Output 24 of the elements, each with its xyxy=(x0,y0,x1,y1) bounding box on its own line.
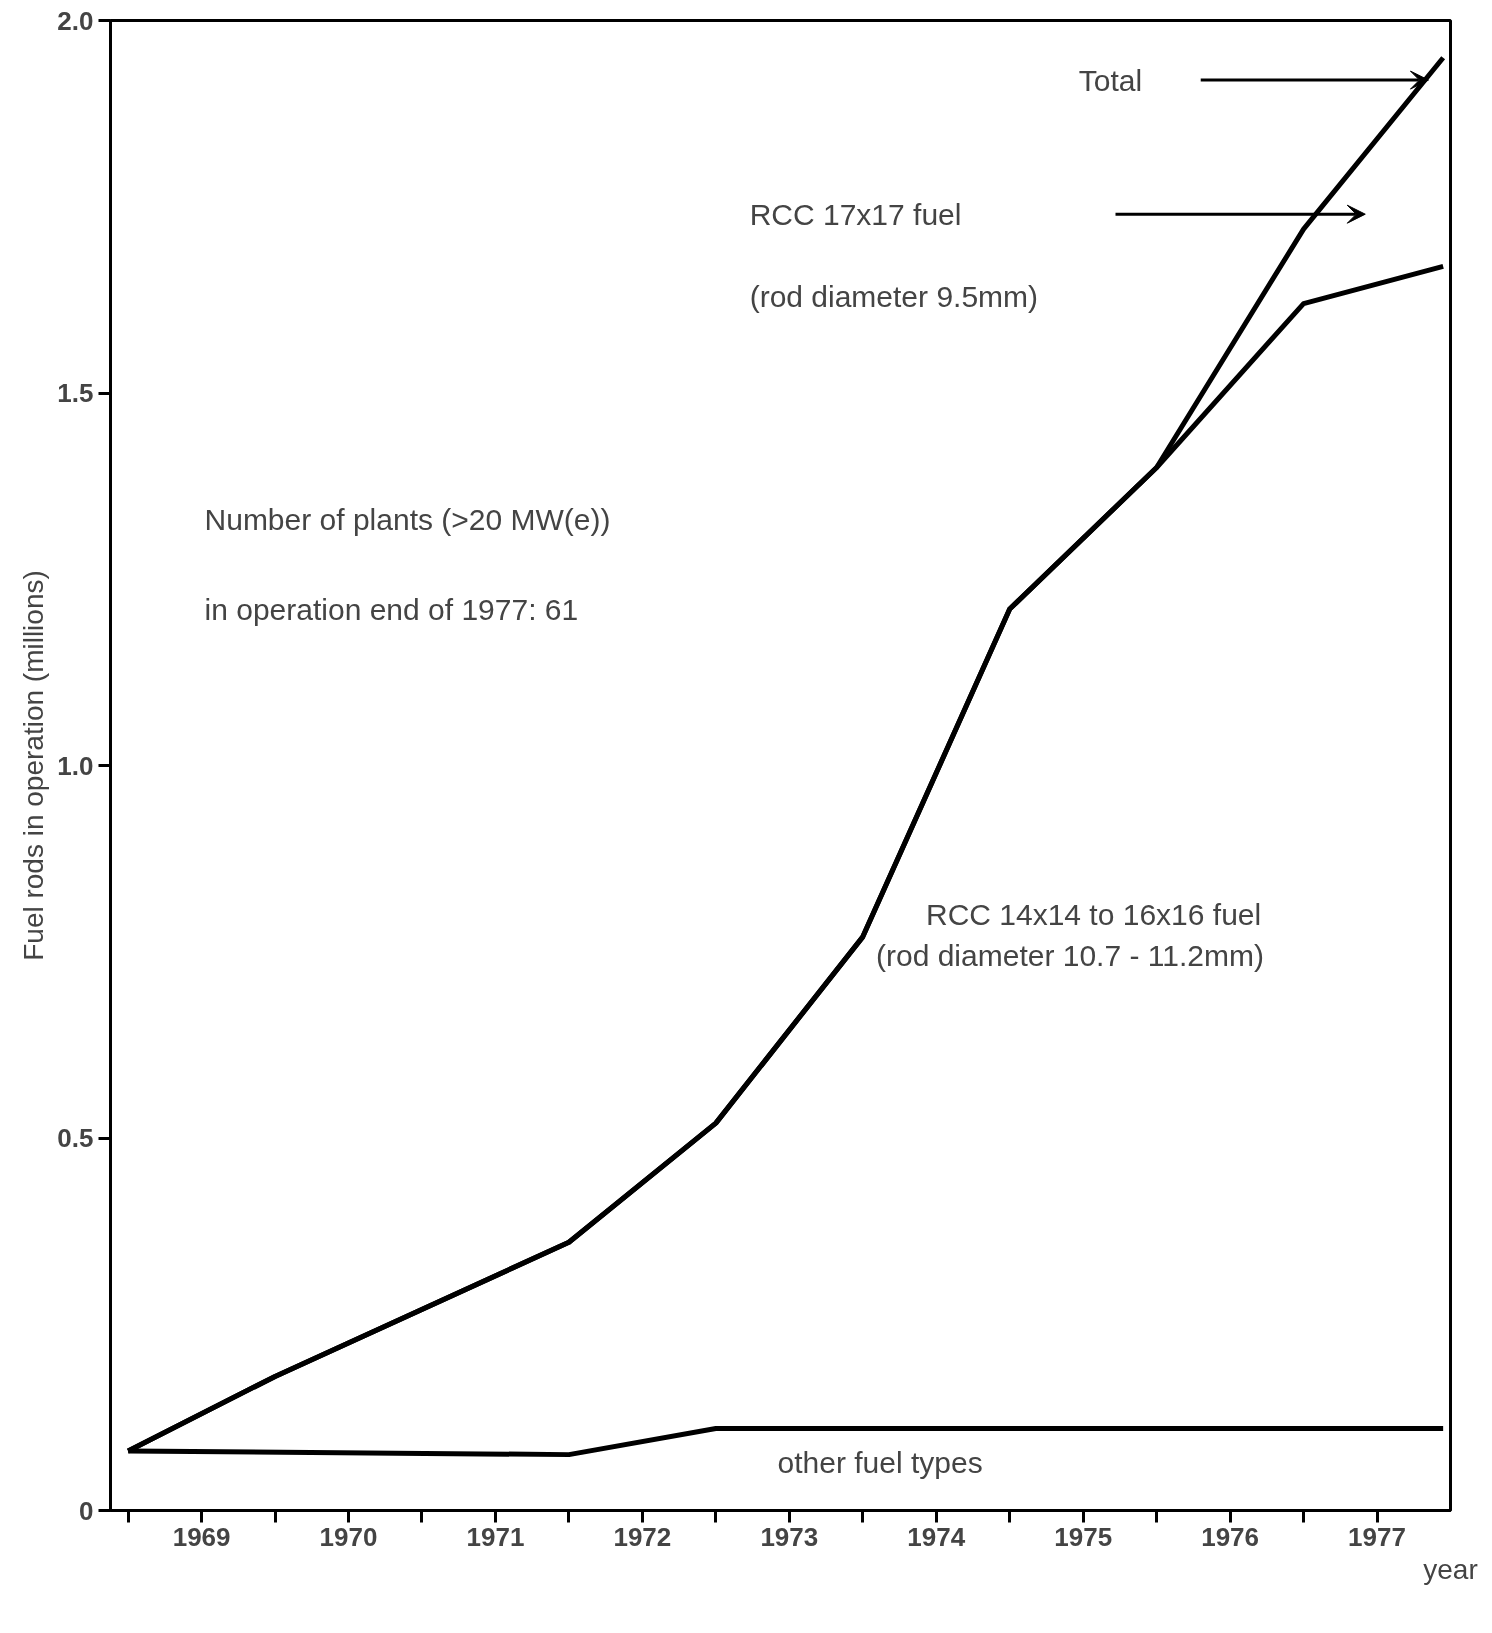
annotation: (rod diameter 10.7 - 11.2mm) xyxy=(876,938,1264,972)
x-tick-label: 1972 xyxy=(613,1521,672,1552)
x-tick-label: 1975 xyxy=(1054,1521,1113,1552)
annotation: in operation end of 1977: 61 xyxy=(204,592,579,626)
annotation: RCC 17x17 fuel xyxy=(749,197,962,231)
x-tick-label: 1977 xyxy=(1348,1521,1406,1552)
annotation: RCC 14x14 to 16x16 fuel xyxy=(925,898,1262,931)
x-tick-label: 1974 xyxy=(907,1521,966,1552)
annotation: (rod diameter 9.5mm) xyxy=(749,279,1039,313)
y-tick-label: 0.5 xyxy=(57,1123,94,1153)
y-tick-label: 0 xyxy=(79,1495,94,1526)
x-tick-label: 1971 xyxy=(466,1521,525,1552)
y-axis-title: Fuel rods in operation (millions) xyxy=(18,570,50,961)
annotation: other fuel types xyxy=(777,1445,983,1479)
x-tick-label: 1970 xyxy=(319,1521,378,1552)
x-axis-title: year xyxy=(1423,1553,1478,1585)
annotation: Number of plants (>20 MW(e)) xyxy=(204,503,611,537)
annotation: Total xyxy=(1078,63,1143,97)
x-tick-label: 1973 xyxy=(760,1521,819,1552)
x-tick-label: 1969 xyxy=(172,1521,231,1552)
y-tick-label: 1.0 xyxy=(57,750,94,781)
x-tick-label: 1976 xyxy=(1201,1521,1260,1552)
y-tick-label: 1.5 xyxy=(57,378,94,408)
y-tick-label: 2.0 xyxy=(57,5,94,36)
